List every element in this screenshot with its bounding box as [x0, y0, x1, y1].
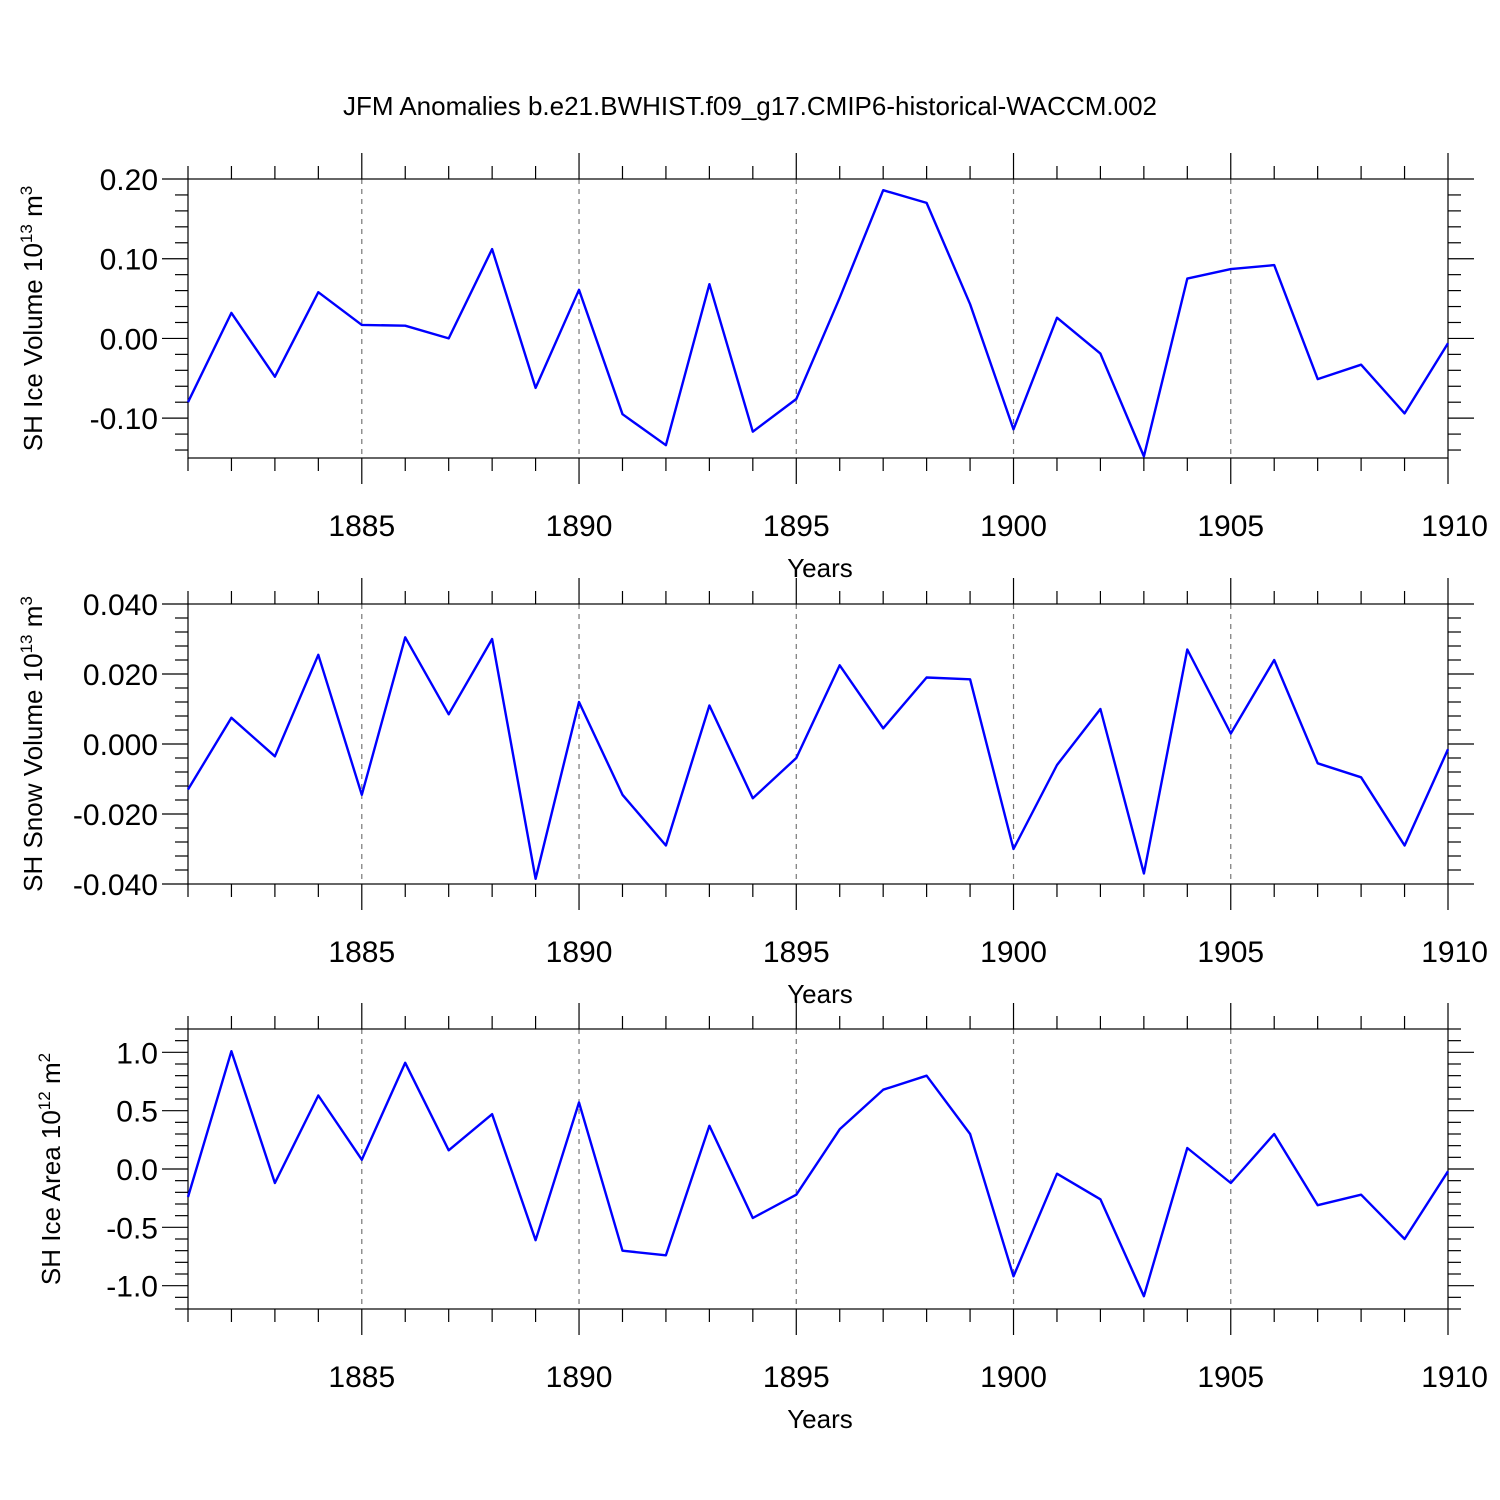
y-axis-title: SH Snow Volume 1013 m3	[17, 596, 48, 892]
series-line	[186, 1049, 1450, 1298]
plot-frame	[187, 178, 1449, 459]
x-tick-label: 1895	[763, 510, 830, 543]
panel-2: -0.040 -0.020 0.000 0.020 0.040 1885 1890 1895 1…	[17, 578, 1488, 1009]
x-tick-label: 1885	[328, 1361, 395, 1394]
y-axis-title-part: SH Ice Volume 10	[18, 243, 48, 451]
y-tick-label: 0.00	[100, 323, 158, 356]
x-tick-label: 1895	[763, 1361, 830, 1394]
x-tick-label: 1905	[1197, 936, 1264, 969]
y-axis-title-superscript: 3	[17, 596, 36, 605]
y-tick-label: -0.020	[73, 799, 158, 832]
x-tick-label: 1885	[328, 936, 395, 969]
y-axis-title: SH Ice Area 1012 m2	[35, 1053, 66, 1285]
y-axis-title-superscript: 3	[17, 186, 36, 195]
x-tick-label: 1900	[980, 1361, 1047, 1394]
x-tick-label: 1885	[328, 510, 395, 543]
x-tick-label: 1910	[1421, 936, 1488, 969]
x-tick-label: 1910	[1421, 510, 1488, 543]
y-axis-title-part: SH Snow Volume 10	[18, 653, 48, 891]
series-line	[186, 636, 1450, 880]
x-tick-label: 1890	[546, 510, 613, 543]
y-axis-title-superscript: 13	[17, 634, 36, 653]
x-tick-label: 1900	[980, 936, 1047, 969]
y-axis-title-part: m	[18, 606, 48, 635]
x-axis-title: Years	[787, 1404, 853, 1434]
x-axis-title: Years	[787, 979, 853, 1009]
y-tick-label: 0.10	[100, 244, 158, 277]
y-tick-label: 0.040	[83, 589, 158, 622]
y-tick-label: 0.000	[83, 729, 158, 762]
y-axis-title-part: m	[18, 195, 48, 224]
y-axis-title-part: SH Ice Area 10	[36, 1110, 66, 1285]
y-tick-label: 0.0	[116, 1154, 158, 1187]
y-axis-title-superscript: 2	[35, 1053, 54, 1062]
x-tick-label: 1905	[1197, 510, 1264, 543]
plot-frame	[187, 1028, 1449, 1310]
y-tick-label: 0.5	[116, 1096, 158, 1129]
y-tick-label: -0.5	[106, 1212, 158, 1245]
y-tick-label: -0.10	[90, 403, 158, 436]
series-line	[186, 188, 1450, 458]
y-tick-label: -1.0	[106, 1271, 158, 1304]
x-tick-label: 1895	[763, 936, 830, 969]
y-axis-title: SH Ice Volume 1013 m3	[17, 186, 48, 451]
x-axis-title: Years	[787, 553, 853, 583]
panel-3: -1.0 -0.5 0.0 0.5 1.0 1885 1890 1895 1900 1905 191…	[35, 1003, 1488, 1434]
x-tick-label: 1900	[980, 510, 1047, 543]
x-tick-label: 1890	[546, 1361, 613, 1394]
y-axis-title-superscript: 12	[35, 1091, 54, 1110]
y-tick-label: 0.020	[83, 659, 158, 692]
x-tick-label: 1905	[1197, 1361, 1264, 1394]
y-tick-label: 0.20	[100, 164, 158, 197]
y-axis-title-superscript: 13	[17, 224, 36, 243]
chart-title: JFM Anomalies b.e21.BWHIST.f09_g17.CMIP6…	[343, 91, 1157, 121]
panel-1: -0.10 0.00 0.10 0.20 1885 1890 1895 1900 1905 191…	[17, 153, 1488, 583]
y-axis-title-part: m	[36, 1062, 66, 1091]
y-tick-label: 1.0	[116, 1037, 158, 1070]
x-tick-label: 1890	[546, 936, 613, 969]
x-tick-label: 1910	[1421, 1361, 1488, 1394]
y-tick-label: -0.040	[73, 869, 158, 902]
